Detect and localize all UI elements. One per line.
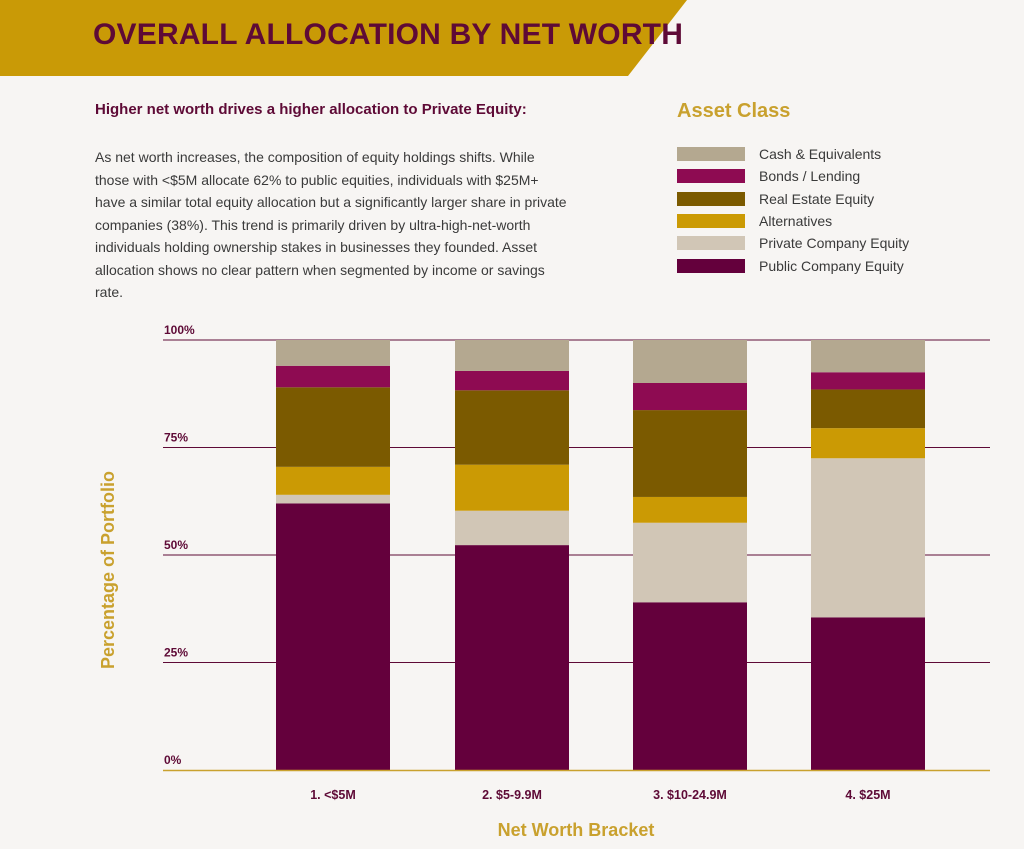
header-banner: OVERALL ALLOCATION BY NET WORTH <box>0 0 687 76</box>
bar-segment <box>633 522 747 603</box>
intro-subtitle: Higher net worth drives a higher allocat… <box>95 101 527 118</box>
chart-legend: Cash & Equivalents Bonds / Lending Real Es… <box>677 143 909 277</box>
x-axis-title: Net Worth Bracket <box>498 820 655 840</box>
y-tick-label: 25% <box>164 646 188 660</box>
bar-segment <box>633 496 747 523</box>
x-tick-label: 3. $10-24.9M <box>653 788 727 802</box>
legend-item: Real Estate Equity <box>677 188 909 210</box>
legend-swatch <box>677 191 745 206</box>
y-tick-label: 75% <box>164 431 188 445</box>
legend-swatch <box>677 258 745 273</box>
bar-segment <box>276 466 390 495</box>
legend-swatch <box>677 147 745 162</box>
legend-item: Private Company Equity <box>677 232 909 254</box>
bar-segment <box>811 389 925 429</box>
x-tick-label: 4. $25M <box>845 788 890 802</box>
y-tick-label: 100% <box>164 323 195 337</box>
bar-segment <box>811 372 925 390</box>
bar-segment <box>455 340 569 371</box>
bar-segment <box>633 340 747 383</box>
y-axis-title: Percentage of Portfolio <box>98 471 118 669</box>
legend-label: Cash & Equivalents <box>759 146 882 163</box>
bar-segment <box>633 602 747 770</box>
bar-segment <box>811 458 925 618</box>
bar-segment <box>455 390 569 465</box>
legend-item: Bonds / Lending <box>677 165 909 187</box>
bar-segment <box>455 545 569 770</box>
page-title: OVERALL ALLOCATION BY NET WORTH <box>93 18 684 51</box>
bar-segment <box>811 428 925 459</box>
legend-swatch <box>677 214 745 229</box>
bar-segment <box>811 340 925 373</box>
legend-item: Public Company Equity <box>677 254 909 276</box>
bar-segment <box>276 365 390 388</box>
y-tick-label: 50% <box>164 538 188 552</box>
legend-title: Asset Class <box>677 100 791 122</box>
legend-item: Alternatives <box>677 210 909 232</box>
bar-segment <box>633 410 747 497</box>
banner-shape <box>0 0 687 76</box>
legend-swatch <box>677 236 745 251</box>
legend-item: Cash & Equivalents <box>677 143 909 165</box>
bar-segment <box>455 370 569 391</box>
bar-segment <box>276 503 390 770</box>
intro-body: As net worth increases, the composition … <box>95 149 567 300</box>
legend-label: Bonds / Lending <box>759 168 861 185</box>
legend-label: Public Company Equity <box>759 257 904 274</box>
legend-label: Private Company Equity <box>759 235 910 252</box>
bar-segment <box>455 510 569 546</box>
y-tick-label: 0% <box>164 753 182 767</box>
legend-label: Alternatives <box>759 213 833 230</box>
bar-segment <box>633 383 747 411</box>
x-tick-label: 2. $5-9.9M <box>482 788 542 802</box>
bar-segment <box>276 494 390 504</box>
bar-segment <box>455 464 569 511</box>
bar-segment <box>276 340 390 366</box>
x-tick-label: 1. <$5M <box>310 788 356 802</box>
legend-label: Real Estate Equity <box>759 190 875 207</box>
legend-swatch <box>677 169 745 184</box>
bar-segment <box>276 387 390 467</box>
bar-segment <box>811 617 925 770</box>
